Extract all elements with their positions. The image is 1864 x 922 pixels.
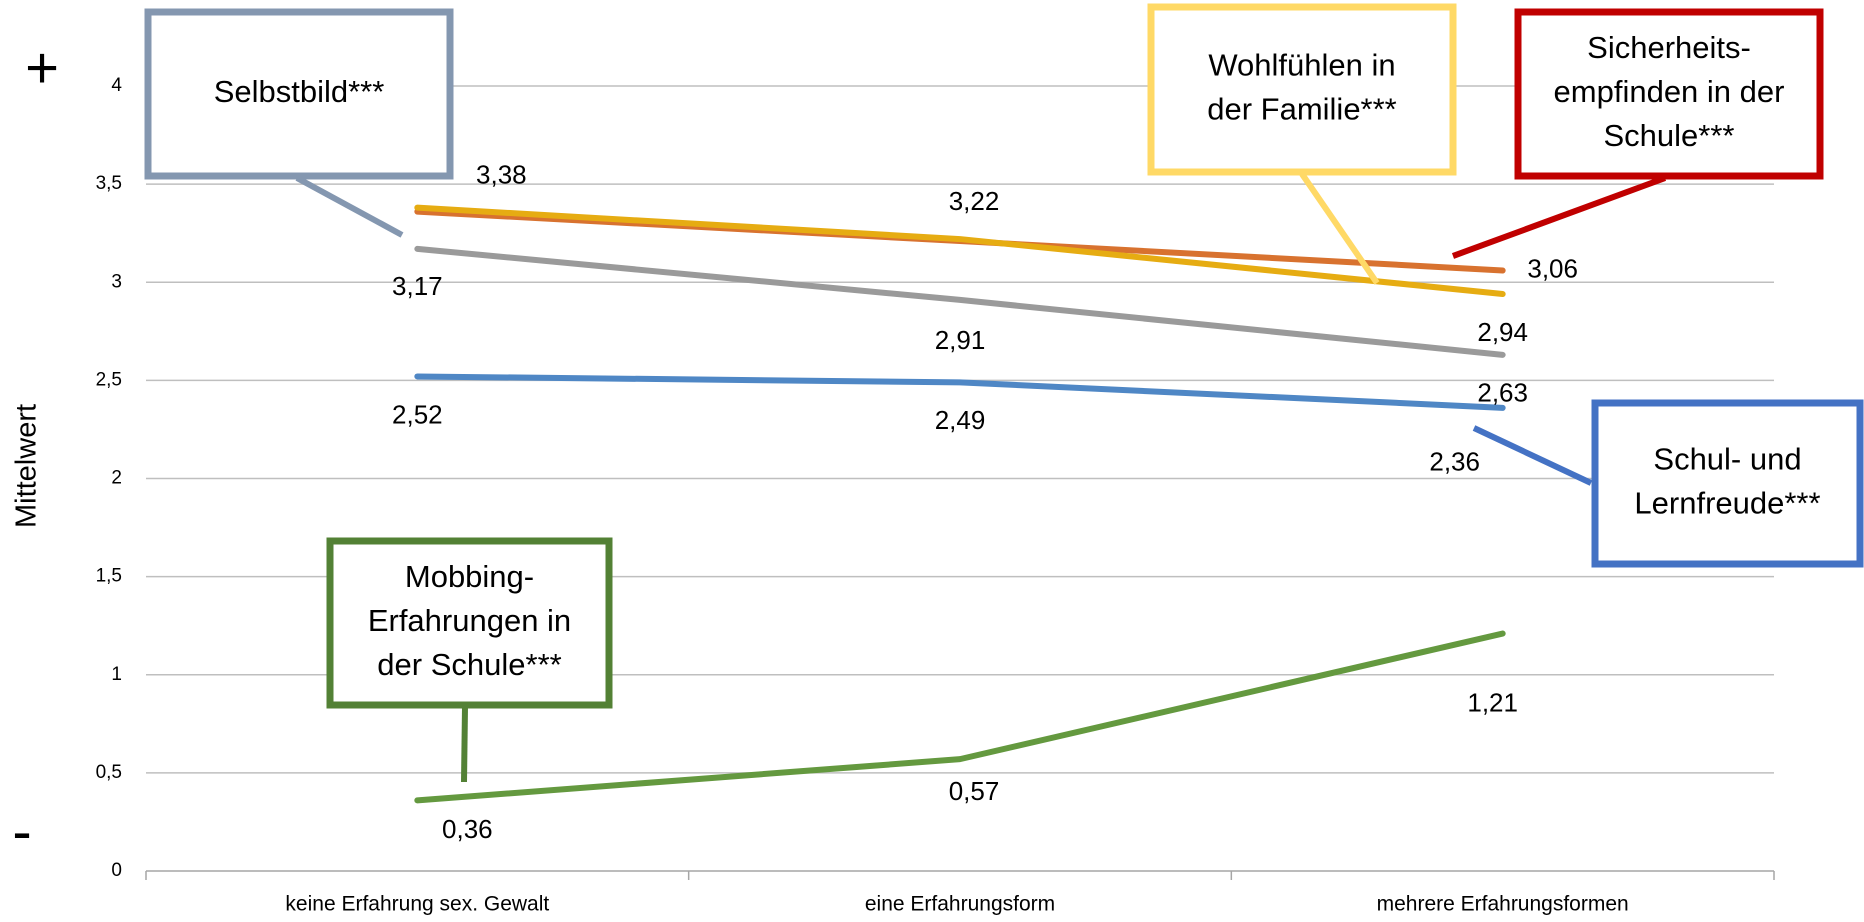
- series-line: [414, 373, 1506, 411]
- callout-text: der Schule***: [377, 647, 561, 682]
- callout-text: empfinden in der: [1554, 74, 1785, 109]
- x-tick-label: keine Erfahrung sex. Gewalt: [285, 893, 549, 916]
- y-axis-label: Mittelwert: [11, 404, 43, 528]
- callout-box: [326, 537, 613, 709]
- data-label: 3,06: [1527, 253, 1578, 283]
- callout-text: Schul- und: [1653, 442, 1801, 477]
- y-tick-label: 2: [111, 468, 122, 489]
- callout-pointer: [1472, 425, 1593, 486]
- y-tick-label: 3: [111, 271, 122, 292]
- data-label: 2,49: [935, 405, 986, 435]
- series-line: [414, 204, 1506, 298]
- data-label: 3,22: [949, 186, 1000, 216]
- callout-box: [144, 8, 454, 180]
- y-tick-label: 0,5: [96, 762, 122, 783]
- series-line: [414, 630, 1506, 804]
- y-tick-label: 3,5: [96, 173, 122, 194]
- x-tick-label: eine Erfahrungsform: [865, 893, 1055, 916]
- callout-text: der Familie***: [1207, 92, 1397, 127]
- y-tick-label: 1,5: [96, 566, 122, 587]
- callout-text: Lernfreude***: [1634, 486, 1820, 521]
- series-line: [414, 245, 1506, 358]
- callout-text: Mobbing-: [405, 559, 534, 594]
- callout-box: [1514, 8, 1824, 180]
- data-label: 2,94: [1477, 317, 1528, 347]
- callout-pointer: [1451, 175, 1667, 259]
- data-label: 0,36: [442, 814, 493, 844]
- data-label: 2,91: [935, 325, 986, 355]
- callout-pointer: [1299, 172, 1380, 285]
- data-label: 0,57: [949, 776, 1000, 806]
- y-tick-label: 2,5: [96, 369, 122, 390]
- data-label: 2,52: [392, 399, 443, 429]
- callout-text: Sicherheits-: [1587, 30, 1751, 65]
- data-label: 2,36: [1429, 447, 1480, 477]
- callout-box: [1591, 399, 1864, 568]
- data-label: 1,21: [1467, 687, 1518, 717]
- callout-text: Wohlfühlen in: [1208, 48, 1395, 83]
- data-label: 3,38: [476, 160, 527, 190]
- y-tick-label: 0: [111, 860, 122, 881]
- callout-box: [1147, 3, 1457, 176]
- x-tick-label: mehrere Erfahrungsformen: [1377, 893, 1629, 916]
- data-label: 3,17: [392, 271, 443, 301]
- callout-text: Selbstbild***: [214, 74, 385, 109]
- callout-text: Schule***: [1604, 118, 1735, 153]
- y-tick-label: 4: [111, 75, 122, 96]
- y-tick-label: 1: [111, 664, 122, 685]
- callout-pointer: [461, 706, 468, 783]
- minus-symbol: -: [12, 799, 31, 864]
- callout-pointer: [295, 175, 404, 238]
- data-label: 2,63: [1477, 378, 1528, 408]
- callout-text: Erfahrungen in: [368, 603, 571, 638]
- plus-symbol: +: [25, 35, 59, 100]
